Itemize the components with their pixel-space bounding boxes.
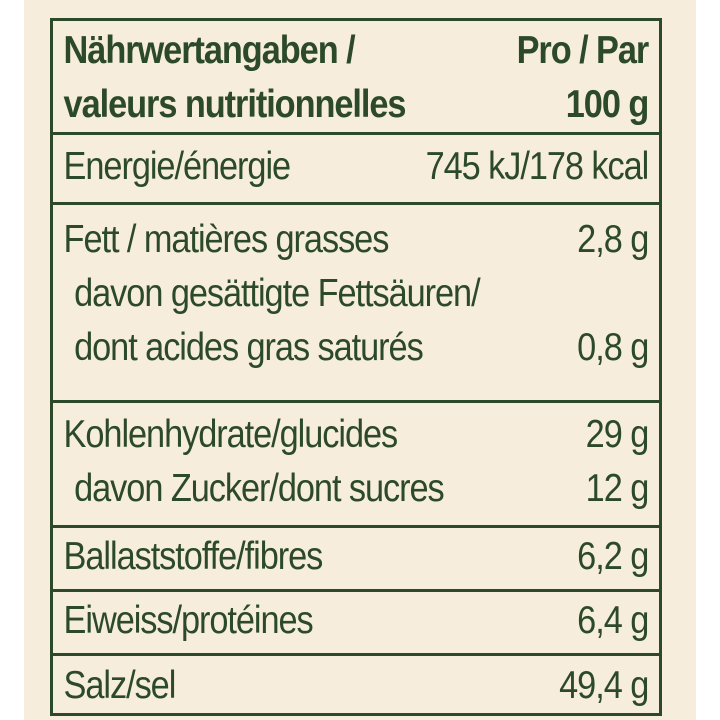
salt-value: 49,4 g xyxy=(559,664,649,707)
fibre-value: 6,2 g xyxy=(577,535,649,578)
carbohydrates-value: 29 g xyxy=(585,413,650,456)
fat-value: 2,8 g xyxy=(577,218,649,261)
energy-line: Energie/énergie 745 kJ/178 kcal xyxy=(53,140,659,194)
header-row: Nährwertangaben / Pro / Par valeurs nutr… xyxy=(53,21,659,135)
header-line-2: valeurs nutritionnelles 100 g xyxy=(53,78,659,132)
header-line-1: Nährwertangaben / Pro / Par xyxy=(53,24,659,78)
header-value-quantity: 100 g xyxy=(565,83,650,126)
fat-line: Fett / matières grasses 2,8 g xyxy=(53,213,659,267)
header-value-per: Pro / Par xyxy=(516,29,650,72)
saturated-label-de: davon gesättigte Fettsäuren/ xyxy=(74,272,480,315)
salt-row: Salz/sel 49,4 g xyxy=(53,656,659,716)
fat-row: Fett / matières grasses 2,8 g davon gesä… xyxy=(53,205,659,403)
fibre-label: Ballaststoffe/fibres xyxy=(63,535,324,578)
protein-value: 6,4 g xyxy=(577,599,649,642)
saturated-line-2: dont acides gras saturés 0,8 g xyxy=(53,321,659,375)
sugars-line: davon Zucker/dont sucres 12 g xyxy=(53,462,659,516)
energy-value: 745 kJ/178 kcal xyxy=(425,145,650,188)
energy-row: Energie/énergie 745 kJ/178 kcal xyxy=(53,135,659,205)
fat-label: Fett / matières grasses xyxy=(63,218,390,261)
protein-line: Eiweiss/protéines 6,4 g xyxy=(53,594,659,648)
energy-label: Energie/énergie xyxy=(63,145,292,188)
salt-line: Salz/sel 49,4 g xyxy=(53,659,659,713)
protein-label: Eiweiss/protéines xyxy=(63,599,314,642)
header-label-fr: valeurs nutritionnelles xyxy=(63,83,407,126)
fibre-line: Ballaststoffe/fibres 6,2 g xyxy=(53,530,659,584)
protein-row: Eiweiss/protéines 6,4 g xyxy=(53,592,659,656)
saturated-label-fr: dont acides gras saturés xyxy=(74,326,424,369)
saturated-line-1: davon gesättigte Fettsäuren/ xyxy=(53,267,659,321)
carbohydrates-label: Kohlenhydrate/glucides xyxy=(63,413,399,456)
nutrition-table: Nährwertangaben / Pro / Par valeurs nutr… xyxy=(50,18,662,716)
saturated-value: 0,8 g xyxy=(577,326,649,369)
header-label-de: Nährwertangaben / xyxy=(63,29,356,72)
carbohydrates-row: Kohlenhydrate/glucides 29 g davon Zucker… xyxy=(53,403,659,528)
sugars-value: 12 g xyxy=(585,467,650,510)
label-background xyxy=(24,0,696,720)
salt-label: Salz/sel xyxy=(63,664,177,707)
fibre-row: Ballaststoffe/fibres 6,2 g xyxy=(53,528,659,592)
carbohydrates-line: Kohlenhydrate/glucides 29 g xyxy=(53,408,659,462)
sugars-label: davon Zucker/dont sucres xyxy=(74,467,445,510)
